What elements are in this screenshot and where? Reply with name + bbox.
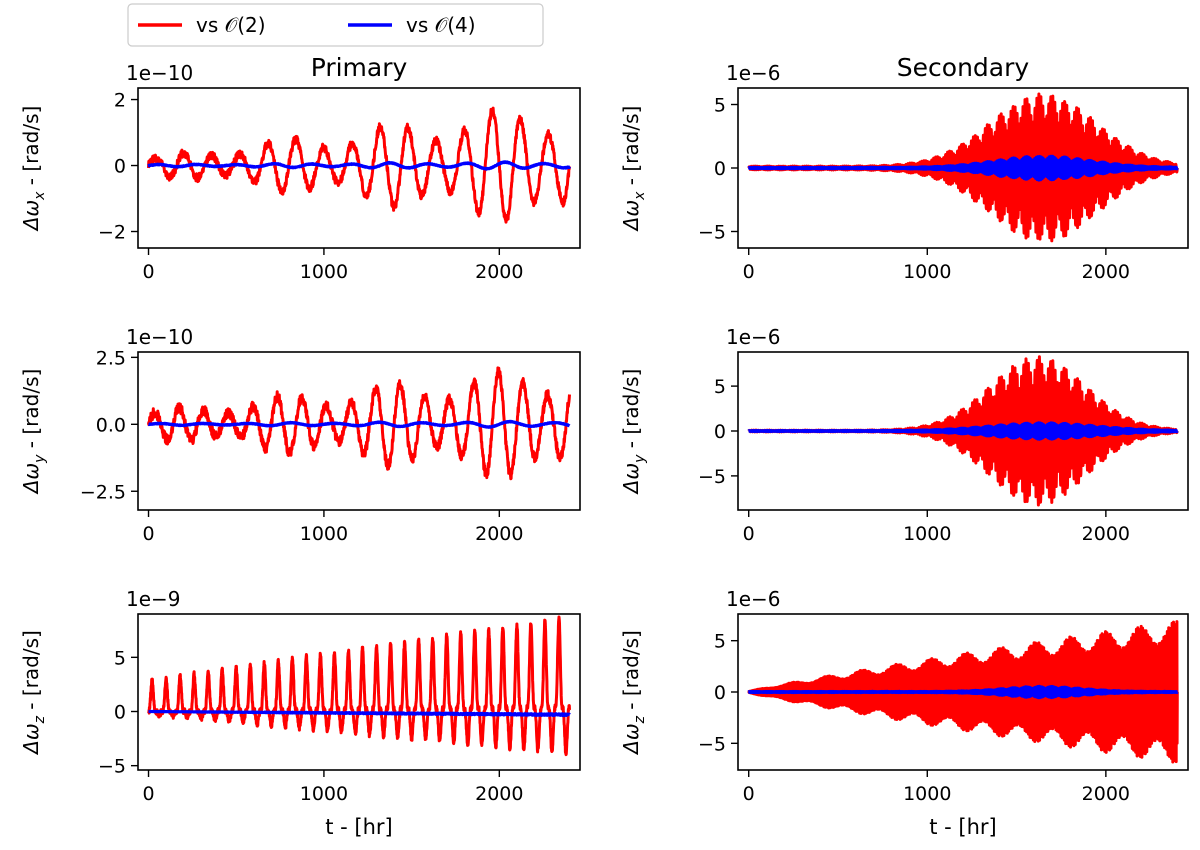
series-group	[147, 106, 571, 224]
y-tick-label: −2.5	[80, 481, 126, 503]
y-tick-label: −5	[698, 466, 726, 488]
y-tick-label: 2	[114, 90, 126, 112]
chart-panel-5: 0 1000 2000 −5 0 5 1e−9 Δωz - [rad/s] t - [hr]	[19, 587, 581, 839]
x-tick-label: 1000	[300, 523, 348, 545]
y-tick-label: −5	[98, 756, 126, 778]
series-line-o2	[147, 366, 571, 481]
x-tick-label: 1000	[300, 261, 348, 283]
axis-scale-label: 1e−9	[126, 587, 181, 611]
x-tick-label: 1000	[903, 783, 951, 805]
series-group	[147, 615, 571, 757]
y-axis-label-symbol: Δω	[619, 723, 643, 755]
x-axis-label: t - [hr]	[929, 815, 997, 839]
x-tick-label: 0	[142, 261, 154, 283]
chart-panel-1: 0 1000 2000 −2 0 21e−10 Primary Δωx - [rad/s]	[19, 53, 581, 283]
x-tick-label: 0	[743, 523, 755, 545]
x-tick-label: 1000	[903, 523, 951, 545]
series-group	[747, 620, 1179, 764]
y-axis-label-unit: - [rad/s]	[19, 106, 43, 192]
x-tick-label: 2000	[1082, 261, 1130, 283]
legend-label: vs 𝒪(4)	[406, 13, 476, 37]
x-tick-label: 0	[743, 783, 755, 805]
y-axis-label: Δωz - [rad/s]	[19, 630, 48, 756]
y-axis-label-symbol: Δω	[619, 463, 643, 495]
y-axis-label: Δωy - [rad/s]	[19, 369, 48, 496]
x-tick-label: 0	[142, 783, 154, 805]
x-tick-label: 2000	[475, 783, 523, 805]
y-axis-label-symbol: Δω	[19, 200, 43, 232]
series-line-o4	[147, 419, 571, 429]
axis-scale-label: 1e−10	[126, 61, 193, 85]
y-axis-label-subscript: z	[632, 715, 648, 724]
y-axis-label-unit: - [rad/s]	[619, 106, 643, 192]
y-tick-label: 0	[714, 682, 726, 704]
x-tick-label: 1000	[300, 783, 348, 805]
y-tick-label: 0.0	[96, 414, 126, 436]
y-tick-label: 5	[714, 376, 726, 398]
series-group	[747, 92, 1179, 243]
y-tick-label: −2	[98, 222, 126, 244]
axis-scale-label: 1e−10	[126, 325, 193, 349]
x-tick-label: 2000	[1082, 523, 1130, 545]
series-line-o2	[147, 615, 571, 757]
series-line-o4	[147, 709, 571, 718]
y-axis-label-unit: - [rad/s]	[619, 369, 643, 455]
x-tick-label: 2000	[1082, 783, 1130, 805]
y-tick-label: −5	[698, 221, 726, 243]
chart-panel-3: 0 1000 2000 −2.5 0.0 2.51e−10 Δωy - [rad/s]	[19, 325, 581, 545]
y-axis-label-subscript: y	[632, 454, 648, 464]
x-tick-label: 2000	[475, 261, 523, 283]
legend-label: vs 𝒪(2)	[196, 13, 266, 37]
x-axis-label: t - [hr]	[325, 815, 393, 839]
y-axis-label: Δωy - [rad/s]	[619, 369, 648, 496]
x-tick-label: 2000	[475, 523, 523, 545]
y-axis-label-unit: - [rad/s]	[19, 369, 43, 455]
y-tick-label: 0	[114, 156, 126, 178]
legend: vs 𝒪(2) vs 𝒪(4)	[127, 3, 544, 47]
series-line-o4	[747, 421, 1179, 441]
y-axis-label-unit: - [rad/s]	[619, 630, 643, 716]
series-group	[747, 355, 1179, 507]
y-axis-label-subscript: y	[32, 454, 48, 464]
y-tick-label: 0	[714, 421, 726, 443]
y-axis-label-unit: - [rad/s]	[19, 630, 43, 716]
y-axis-label-symbol: Δω	[619, 200, 643, 232]
axis-scale-label: 1e−6	[726, 587, 781, 611]
y-axis-label-subscript: x	[632, 191, 648, 201]
x-tick-label: 1000	[903, 261, 951, 283]
y-axis-label-symbol: Δω	[19, 463, 43, 495]
y-axis-label-symbol: Δω	[19, 723, 43, 755]
y-axis-label: Δωz - [rad/s]	[619, 630, 648, 756]
series-line-o4	[147, 160, 571, 171]
y-tick-label: 0	[114, 702, 126, 724]
y-tick-label: 2.5	[96, 347, 126, 369]
chart-panel-2: 0 1000 2000 −5 0 51e−6 Secondary Δωx - [rad/s]	[619, 53, 1189, 283]
y-tick-label: 5	[714, 631, 726, 653]
y-tick-label: 5	[714, 95, 726, 117]
y-tick-label: 0	[714, 158, 726, 180]
series-line-o4	[747, 684, 1179, 700]
y-tick-label: 5	[114, 647, 126, 669]
x-tick-label: 0	[743, 261, 755, 283]
axes-frame	[137, 351, 581, 511]
axis-scale-label: 1e−6	[726, 325, 781, 349]
series-group	[147, 366, 571, 481]
axis-scale-label: 1e−6	[726, 61, 781, 85]
x-tick-label: 0	[142, 523, 154, 545]
legend-frame	[127, 3, 544, 47]
chart-panel-6: 0 1000 2000 −5 0 51e−6 Δωz - [rad/s] t - [hr]	[619, 587, 1189, 839]
y-axis-label-subscript: z	[32, 715, 48, 724]
axes-frame	[137, 87, 581, 249]
y-axis-label: Δωx - [rad/s]	[19, 106, 48, 233]
panel-title: Primary	[311, 53, 408, 82]
series-line-o4	[747, 154, 1179, 182]
axes-frame	[137, 613, 581, 771]
panel-title: Secondary	[897, 53, 1030, 82]
y-tick-label: −5	[698, 733, 726, 755]
y-axis-label-subscript: x	[32, 191, 48, 201]
y-axis-label: Δωx - [rad/s]	[619, 106, 648, 233]
chart-panel-4: 0 1000 2000 −5 0 5 1e−6 Δωy - [rad/s]	[619, 325, 1189, 545]
